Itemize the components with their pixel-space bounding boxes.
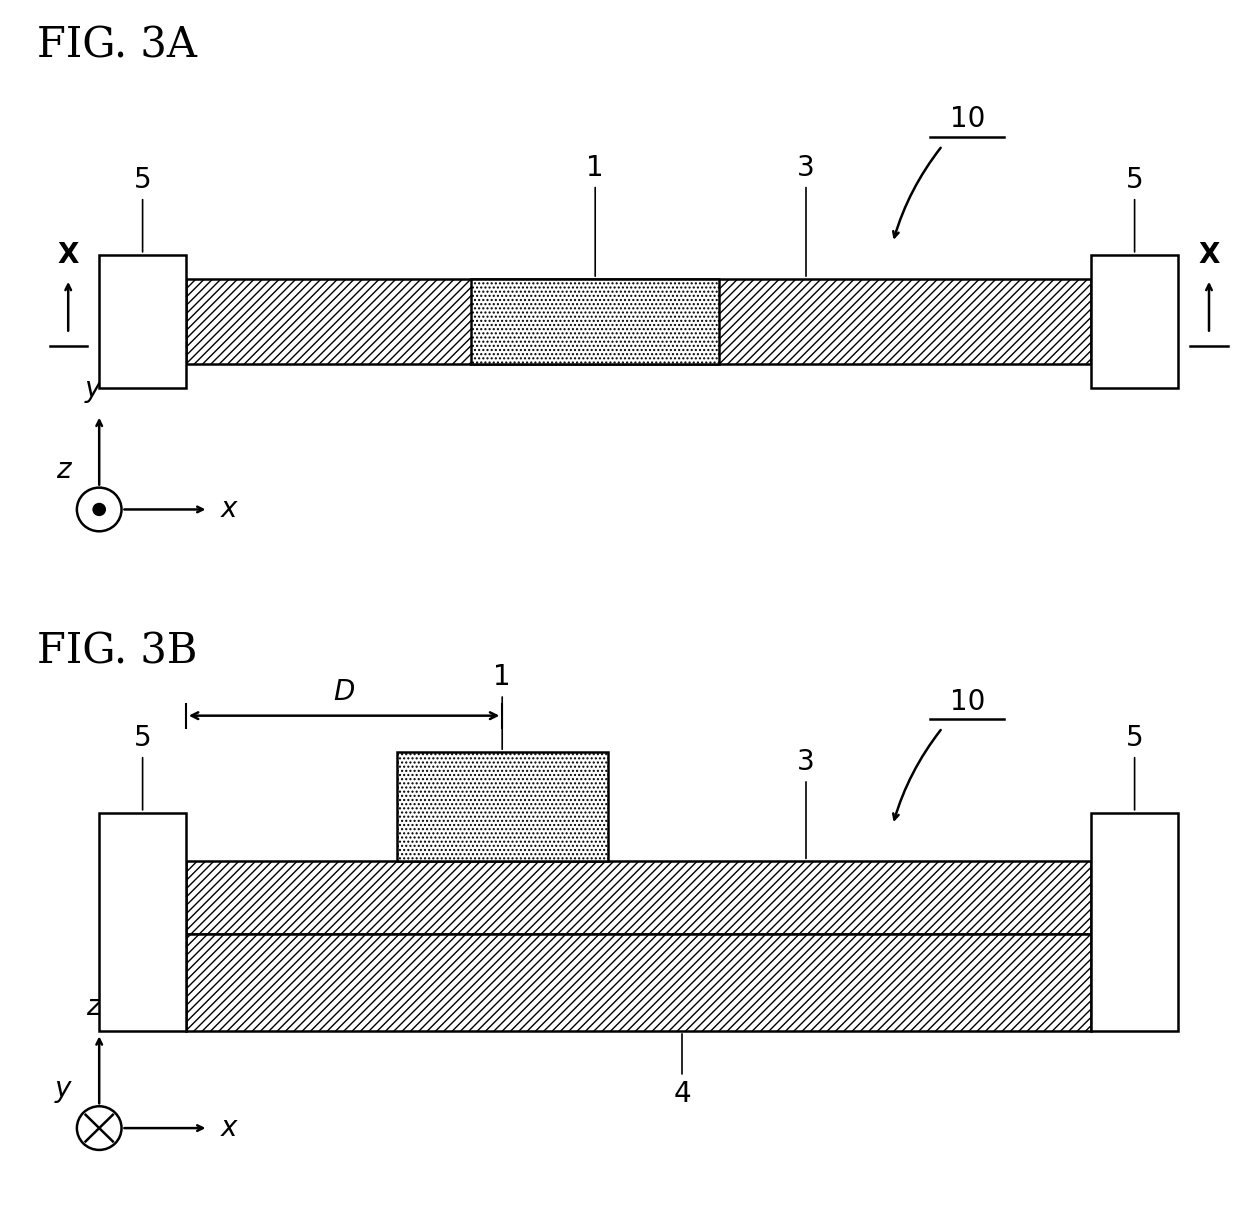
Bar <box>186 279 1091 364</box>
Text: 1: 1 <box>494 664 511 750</box>
Text: 3: 3 <box>797 748 815 859</box>
Text: 5: 5 <box>1126 166 1143 252</box>
Text: FIG. 3A: FIG. 3A <box>37 24 197 67</box>
Bar <box>471 279 719 364</box>
Text: 4: 4 <box>673 1033 691 1107</box>
Bar <box>186 934 1091 1031</box>
Text: X: X <box>1198 241 1220 269</box>
Text: 5: 5 <box>134 724 151 810</box>
Circle shape <box>77 1106 122 1150</box>
Bar <box>99 813 186 1031</box>
Text: y: y <box>84 375 102 403</box>
Bar <box>1091 813 1178 1031</box>
Bar <box>186 861 1091 934</box>
Bar <box>99 255 186 388</box>
Text: x: x <box>221 495 237 524</box>
Text: D: D <box>334 678 355 706</box>
Text: 5: 5 <box>134 166 151 252</box>
Bar <box>397 752 608 861</box>
Text: FIG. 3B: FIG. 3B <box>37 631 197 673</box>
Text: 1: 1 <box>587 154 604 277</box>
Text: z: z <box>56 456 71 484</box>
Circle shape <box>77 488 122 531</box>
Text: z: z <box>86 993 100 1021</box>
Text: 3: 3 <box>797 154 815 277</box>
Text: x: x <box>221 1114 237 1143</box>
Text: y: y <box>55 1075 71 1103</box>
Text: X: X <box>57 241 79 269</box>
Text: 10: 10 <box>950 688 985 716</box>
Text: 5: 5 <box>1126 724 1143 810</box>
Text: 10: 10 <box>950 106 985 133</box>
Bar <box>1091 255 1178 388</box>
Circle shape <box>92 502 107 517</box>
